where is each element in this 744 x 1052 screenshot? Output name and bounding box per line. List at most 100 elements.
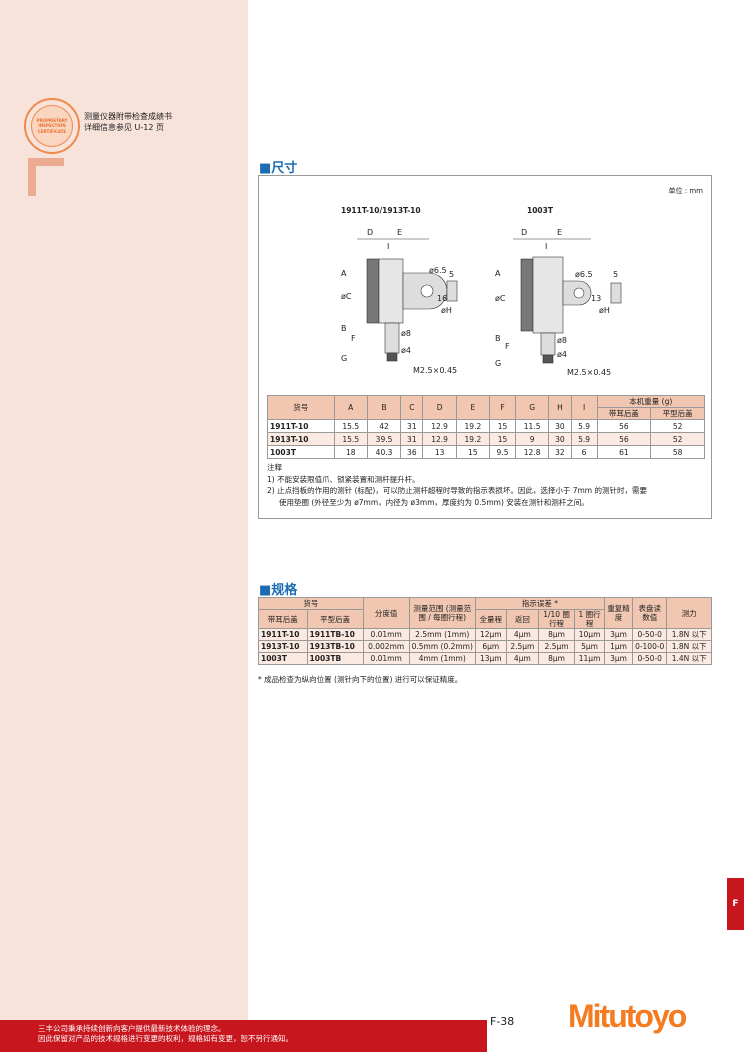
table-row: 1911T-10 1911TB-10 0.01mm 2.5mm (1mm) 12μm 4μ… [258,628,712,641]
header-e: E [455,395,491,420]
label-w5: 5 [613,270,618,279]
table-cell: 1003TB [306,652,364,665]
table-cell: 15 [489,432,516,446]
table-cell: 0.5mm (0.2mm) [408,640,476,653]
header-h: H [548,395,572,420]
label-a: A [341,269,347,278]
label-h-16: 16 [437,294,447,303]
label-thread: M2.5×0.45 [567,368,611,377]
label-h-13: 13 [591,294,601,303]
header-repeatability: 重复精度 [604,597,634,629]
table-cell: 12.8 [514,445,550,459]
table-cell: 3μm [604,652,634,665]
label-a: A [495,269,501,278]
drawing1-title: 1911T-10/1913T-10 [341,206,421,215]
header-part-no: 货号 [258,597,364,610]
table-cell: 1913T-10 [267,432,335,446]
table-row: 1003T 1003TB 0.01mm 4mm (1mm) 13μm 4μm 8μm 11μm… [258,652,712,665]
table-cell: 31 [400,419,424,433]
table-cell: 2.5μm [505,640,540,653]
dimensions-title: ■尺寸 [259,161,298,176]
certificate-note: 测量仪器附带检查成绩书 详细信息参见 U-12 页 [84,111,172,133]
label-d: D [521,228,527,237]
header-g: G [514,395,550,420]
label-oh: øH [441,306,452,315]
label-tip: ø4 [557,350,567,359]
table-cell: 1003T [258,652,308,665]
table-row: 1913T-10 15.5 39.5 31 12.9 19.2 15 9 30 5.9 56 52 [267,432,705,446]
table-cell: 12μm [474,628,507,641]
table-row: 1003T 18 40.3 36 13 15 9.5 12.8 32 6 61 58 [267,445,705,459]
table-cell: 12.9 [422,419,457,433]
table-cell: 1.8N 以下 [666,628,712,641]
label-i: I [545,242,547,251]
label-b: B [495,334,501,343]
label-c: øC [341,292,352,301]
header-range: 测量范围 (测量范围 / 每圈行程) [408,597,476,629]
corner-bracket-decoration [28,158,64,196]
label-stem: ø8 [401,329,411,338]
note-1: 1) 不能安装限值爪、锁紧装置和测杆提升杆。 [267,474,420,484]
section-tab-f[interactable]: F [727,878,744,930]
label-f: F [351,334,356,343]
footer-line2: 因此保留对产品的技术规格进行变更的权利，规格如有变更，恕不另行通知。 [38,1034,293,1043]
table-row: 1911T-10 15.5 42 31 12.9 19.2 15 11.5 30 5.9 56 52 [267,419,705,433]
table-cell: 1911T-10 [258,628,308,641]
header-flat-back: 平型后盖 [306,609,364,629]
header-graduation: 分度值 [362,597,410,629]
footer-banner: 三丰公司秉承持续创新向客户提供最新技术体验的理念。 因此保留对产品的技术规格进行… [0,1020,487,1052]
notes-title: 注释 [267,463,282,472]
label-e: E [557,228,562,237]
table-cell: 61 [596,445,652,459]
header-force: 测力 [666,597,712,629]
table-cell: 1911T-10 [267,419,335,433]
table-cell: 0.002mm [362,640,410,653]
specs-footnote: * 成品检查为纵向位置 (测针向下的位置) 进行可以保证精度。 [258,675,463,684]
table-cell: 4μm [505,652,540,665]
table-cell: 0-50-0 [632,652,668,665]
label-g: G [495,359,501,368]
table-cell: 1913TB-10 [306,640,364,653]
header-i: I [570,395,598,420]
table-cell: 8μm [538,628,576,641]
table-cell: 11μm [574,652,606,665]
table-cell: 2.5μm [538,640,576,653]
table-cell: 15.5 [333,419,368,433]
table-cell: 15 [489,419,516,433]
drawing-1003t: D E I A øC B F G ø6.5 13 øH 5 ø8 ø4 M2.5… [495,228,622,377]
table-cell: 30 [548,419,572,433]
drawing-1911t: D E I A øC B F G ø6.5 16 øH 5 ø8 ø4 M2.5… [341,228,458,375]
header-lug-back: 带耳后盖 [596,407,652,420]
table-cell: 0-50-0 [632,628,668,641]
table-cell: 2.5mm (1mm) [408,628,476,641]
label-w5: 5 [449,270,454,279]
table-cell: 18 [333,445,368,459]
specs-title: ■规格 [259,583,298,598]
label-stem: ø8 [557,336,567,345]
header-f: F [489,395,516,420]
header-part-no: 货号 [267,395,335,420]
note-2: 2) 止点挡板的作用的测针 (标配)，可以防止测杆超程时导致的指示表损坏。因此，… [267,486,647,495]
table-cell: 31 [400,432,424,446]
label-i: I [387,242,389,251]
label-oh: øH [599,306,610,315]
table-cell: 1911TB-10 [306,628,364,641]
label-c: øC [495,294,506,303]
table-cell: 1003T [267,445,335,459]
table-cell: 9 [514,432,550,446]
header-lug-back: 带耳后盖 [258,609,308,629]
label-tip: ø4 [401,346,411,355]
label-hole: ø6.5 [429,266,447,275]
header-flat-back: 平型后盖 [650,407,705,420]
page-number: F-38 [490,1015,515,1028]
unit-label: 单位 : mm [668,187,703,195]
mitutoyo-logo: Mitutoyo [568,998,687,1034]
table-cell: 15.5 [333,432,368,446]
table-cell: 10μm [574,628,606,641]
table-cell: 40.3 [366,445,402,459]
table-cell: 13μm [474,652,507,665]
table-cell: 0-100-0 [632,640,668,653]
table-cell: 6 [570,445,598,459]
label-b: B [341,324,347,333]
table-cell: 9.5 [489,445,516,459]
